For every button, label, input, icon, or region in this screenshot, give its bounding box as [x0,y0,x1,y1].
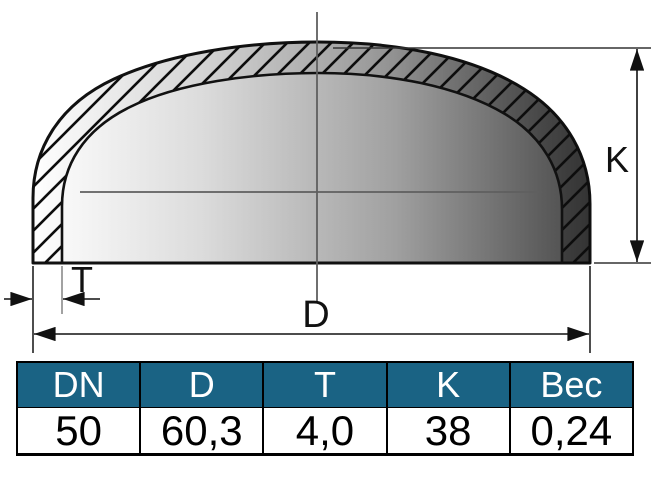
dim-label-t: T [71,259,93,300]
header-cell-d: D [139,361,265,408]
dim-label-k: K [605,139,629,180]
header-cell-t: T [262,361,388,408]
cap-body [31,40,592,265]
header-cell-ves: Вес [508,361,635,408]
header-cell-k: K [385,361,511,408]
value-cell-ves: 0,24 [508,407,635,456]
value-cell-t: 4,0 [262,407,388,456]
dim-label-d: D [302,294,329,336]
cap-technical-drawing: K D T [4,12,651,353]
cap-inner-contour [60,71,564,263]
spec-table-header-row: DN D T K Вес [15,361,635,408]
header-cell-dn: DN [15,361,142,408]
spec-table-value-row: 50 60,3 4,0 38 0,24 [15,407,635,456]
value-cell-dn: 50 [15,407,142,456]
spec-table: DN D T K Вес 50 60,3 4,0 38 0,24 [15,361,635,456]
value-cell-k: 38 [385,407,511,456]
value-cell-d: 60,3 [139,407,265,456]
